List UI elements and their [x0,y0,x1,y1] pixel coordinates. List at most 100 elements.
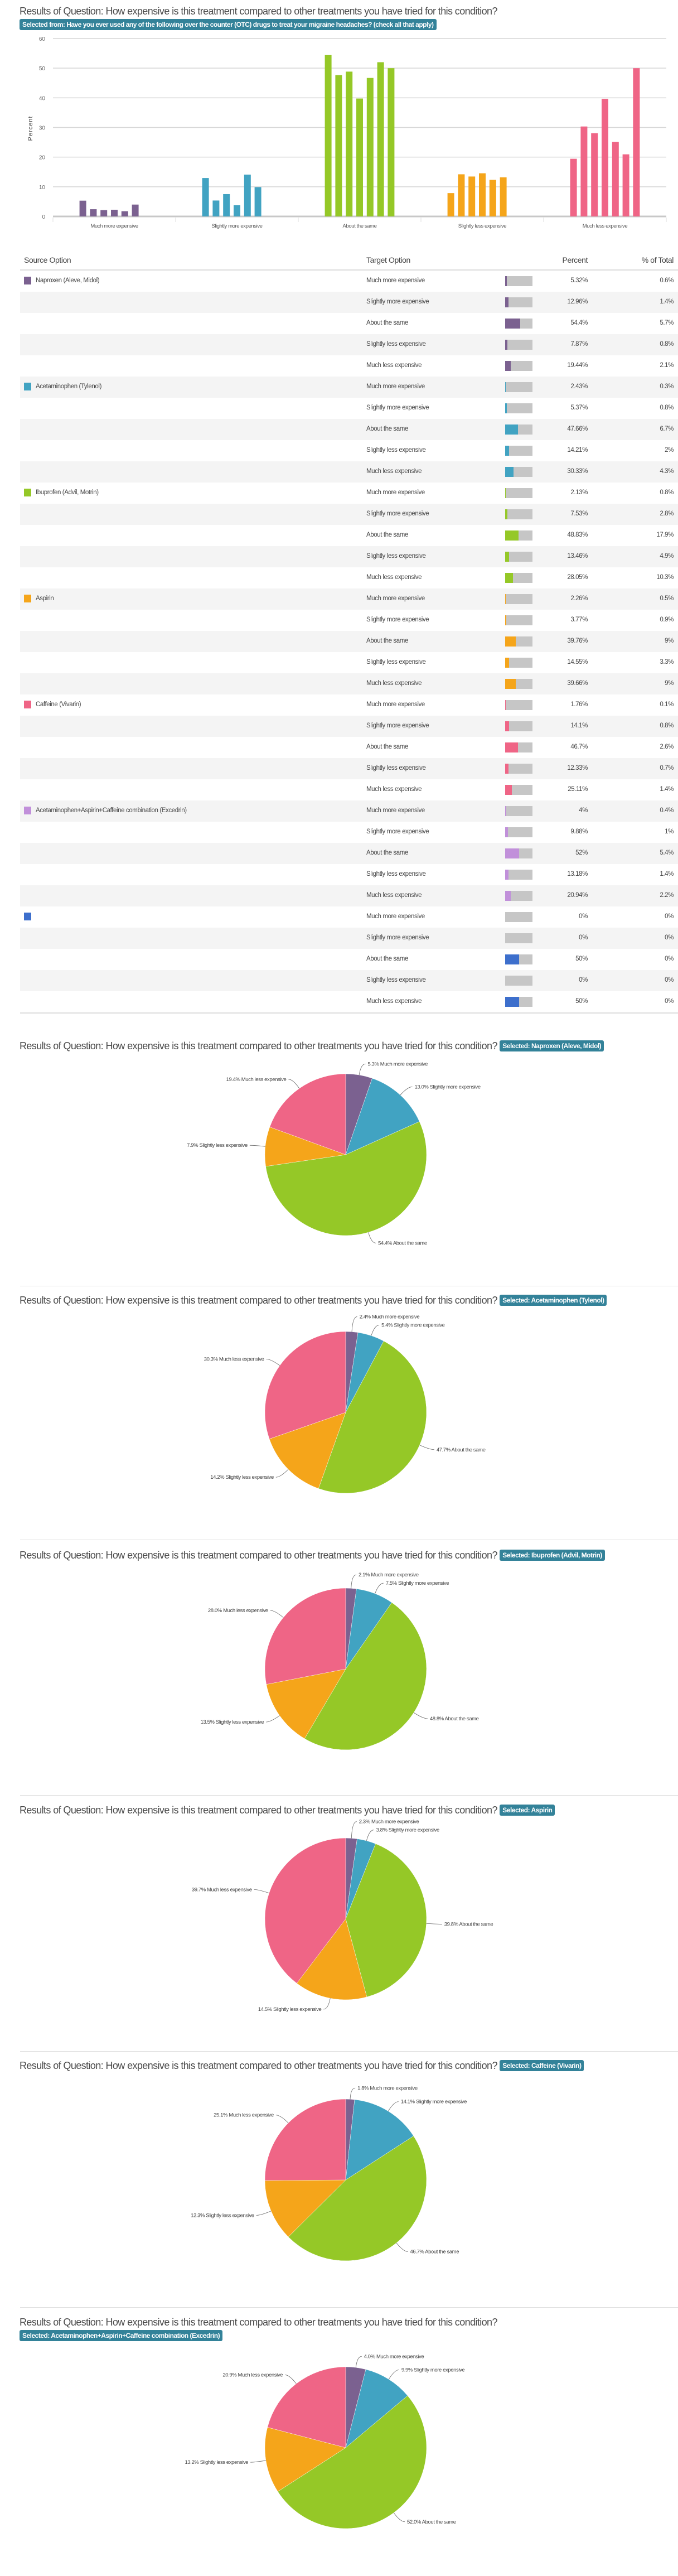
target-option: About the same [366,638,408,644]
bar[interactable] [121,211,128,216]
bar[interactable] [388,68,395,217]
percent-value: 28.05% [567,574,588,581]
percent-of-total: 0% [665,977,674,983]
pie-slice-label: 4.0% Much more expensive [364,2353,424,2360]
bar[interactable] [500,177,507,216]
target-option: Much less expensive [366,362,422,369]
bar[interactable] [591,133,598,216]
pie-chart: 2.4% Much more expensive 5.4% Slightly mo… [204,1314,486,1494]
bar[interactable] [111,209,118,216]
bar[interactable] [90,209,97,216]
source-color-swatch [24,595,31,602]
header-percent-of-total[interactable]: % of Total [641,255,674,264]
percent-bar-fill [505,997,519,1007]
percent-bar [505,403,532,413]
bar[interactable] [489,180,496,216]
bar[interactable] [254,187,261,216]
percent-of-total: 6.7% [660,426,674,432]
bar[interactable] [612,142,619,216]
percent-bar [505,276,532,286]
percent-bar [505,954,532,964]
bar[interactable] [100,210,108,216]
table-row: Naproxen (Aleve, Midol) Much more expensi… [20,271,678,292]
target-option: About the same [366,956,408,962]
bar[interactable] [346,71,353,217]
pie-slice[interactable] [345,2099,414,2181]
question-text: Results of Question: How expensive is th… [20,1805,497,1816]
bar[interactable] [325,55,332,217]
target-option: Much more expensive [366,489,425,496]
percent-of-total: 3.3% [660,659,674,665]
bar[interactable] [570,158,577,216]
bar[interactable] [223,194,230,216]
percent-of-total: 4.3% [660,468,674,475]
pie-slice-label: 19.4% Much less expensive [226,1077,287,1083]
percent-bar-fill [505,530,519,541]
bar[interactable] [633,68,640,217]
bar[interactable] [202,178,209,216]
percent-bar-fill [505,552,509,562]
pie-slice[interactable] [264,1837,346,1984]
pie-slice[interactable] [266,1668,346,1739]
header-source-option[interactable]: Source Option [24,255,71,264]
target-option: Much more expensive [366,383,425,390]
pie-slice[interactable] [345,2369,408,2448]
pie-slice[interactable] [265,1121,427,1236]
percent-of-total: 0.1% [660,701,674,708]
percent-of-total: 1.4% [660,786,674,793]
pie-slice-label: 5.3% Much more expensive [367,1061,428,1067]
bar[interactable] [602,99,608,216]
percent-bar [505,742,532,752]
bar[interactable] [366,78,374,216]
label-leader-line [371,1325,380,1336]
percent-bar [505,827,532,837]
percent-of-total: 0.7% [660,765,674,771]
target-option: Slightly more expensive [366,404,429,411]
target-option: Much less expensive [366,574,422,581]
pie-slice-label: 28.0% Much less expensive [208,1608,268,1614]
table-row: Acetaminophen+Aspirin+Caffeine combinati… [20,800,678,822]
pie-slice-label: 3.8% Slightly more expensive [376,1827,439,1834]
pie-slice[interactable] [345,1843,427,1998]
bar[interactable] [212,200,220,216]
percent-bar-fill [505,573,513,583]
table-row: Slightly less expensive 14.21% 2% [20,440,678,461]
target-option: About the same [366,532,408,538]
label-leader-line [375,1583,384,1594]
pie-slice[interactable] [264,2099,346,2181]
bar[interactable] [377,62,384,217]
pie-slice-label: 5.4% Slightly more expensive [381,1322,445,1328]
bar[interactable] [468,176,476,216]
bar[interactable] [580,126,588,216]
percent-of-total: 1.4% [660,298,674,305]
bar[interactable] [447,193,454,216]
selected-badge: Selected: Caffeine (Vivarin) [500,2060,584,2071]
pie-slice[interactable] [304,1602,427,1750]
pie-slice[interactable] [264,1588,346,1685]
pie-slice-label: 46.7% About the same [410,2249,459,2255]
bar[interactable] [622,154,629,216]
table-row: Much less expensive 50% 0% [20,991,678,1012]
pie-section-title: Results of Question: How expensive is th… [20,1549,677,1562]
bar[interactable] [132,204,139,216]
header-percent[interactable]: Percent [562,255,588,264]
pie-slice-label: 2.4% Much more expensive [360,1314,420,1320]
table-row: Slightly more expensive 14.1% 0.8% [20,716,678,737]
bar[interactable] [356,98,363,216]
y-axis-label: Percent [27,116,34,141]
bar[interactable] [244,175,251,216]
percent-bar [505,891,532,901]
bar[interactable] [458,174,465,216]
bar[interactable] [479,173,486,216]
percent-bar [505,424,532,435]
bar[interactable] [234,205,240,216]
pie-slice[interactable] [288,2135,427,2261]
percent-of-total: 0.8% [660,404,674,411]
bar[interactable] [335,75,342,216]
bar[interactable] [79,200,86,216]
header-target-option[interactable]: Target Option [366,255,410,264]
pie-slice[interactable] [269,1412,346,1489]
percent-of-total: 9% [665,680,674,687]
selected-badge: Selected: Acetaminophen (Tylenol) [500,1295,607,1306]
percent-of-total: 0.8% [660,341,674,348]
